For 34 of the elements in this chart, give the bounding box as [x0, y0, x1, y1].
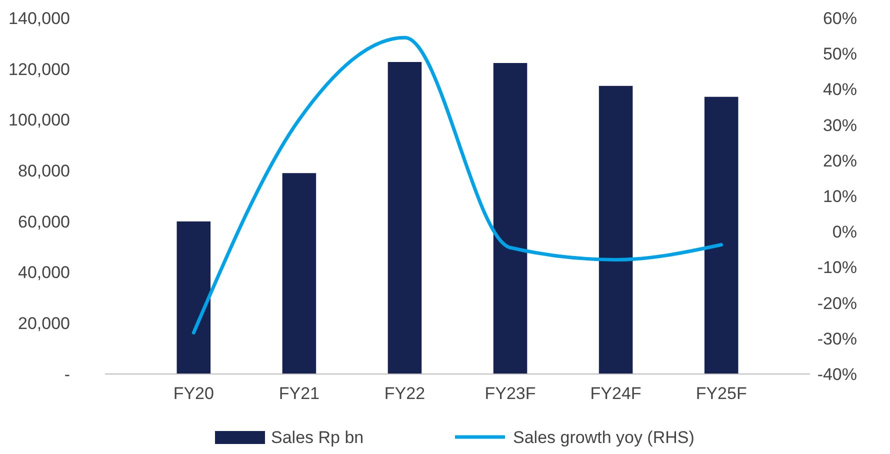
y-tick-label: 120,000	[8, 60, 70, 79]
bar	[704, 96, 738, 374]
y-tick-label: 80,000	[18, 162, 70, 181]
y-tick-label: -	[64, 364, 70, 384]
y2-tick-label: 30%	[822, 116, 857, 135]
y-tick-label: 60,000	[18, 212, 70, 232]
x-tick-label: FY21	[278, 384, 320, 403]
y2-tick-label: 0%	[832, 222, 857, 242]
line-series	[192, 36, 724, 334]
y-tick-label: 40,000	[18, 263, 70, 282]
x-tick-label: FY20	[173, 384, 214, 403]
y2-tick-label: -30%	[817, 329, 857, 348]
y2-tick-label: 10%	[822, 186, 857, 206]
x-tick-label: FY22	[384, 384, 426, 403]
x-tick-label: FY24F	[590, 384, 642, 403]
y2-tick-label: 40%	[822, 80, 857, 100]
bar	[493, 63, 528, 374]
y2-tick-label: 60%	[822, 8, 857, 28]
x-tick-label: FY25F	[696, 384, 747, 403]
bar	[282, 173, 316, 374]
y2-tick-label: -20%	[817, 294, 857, 313]
bar	[598, 86, 633, 374]
bar	[388, 62, 422, 374]
y2-tick-label: 20%	[822, 151, 857, 170]
x-tick-label: FY23F	[484, 384, 536, 403]
y2-tick-label: -10%	[817, 258, 857, 278]
legend-label: Sales growth yoy (RHS)	[513, 428, 694, 447]
legend-label: Sales Rp bn	[271, 428, 364, 447]
y-tick-label: 140,000	[8, 8, 70, 28]
y-tick-label: 100,000	[8, 110, 70, 130]
y-tick-label: 20,000	[18, 314, 70, 334]
y2-tick-label: 50%	[822, 44, 857, 64]
y2-tick-label: -40%	[817, 364, 857, 384]
bar	[176, 221, 211, 374]
